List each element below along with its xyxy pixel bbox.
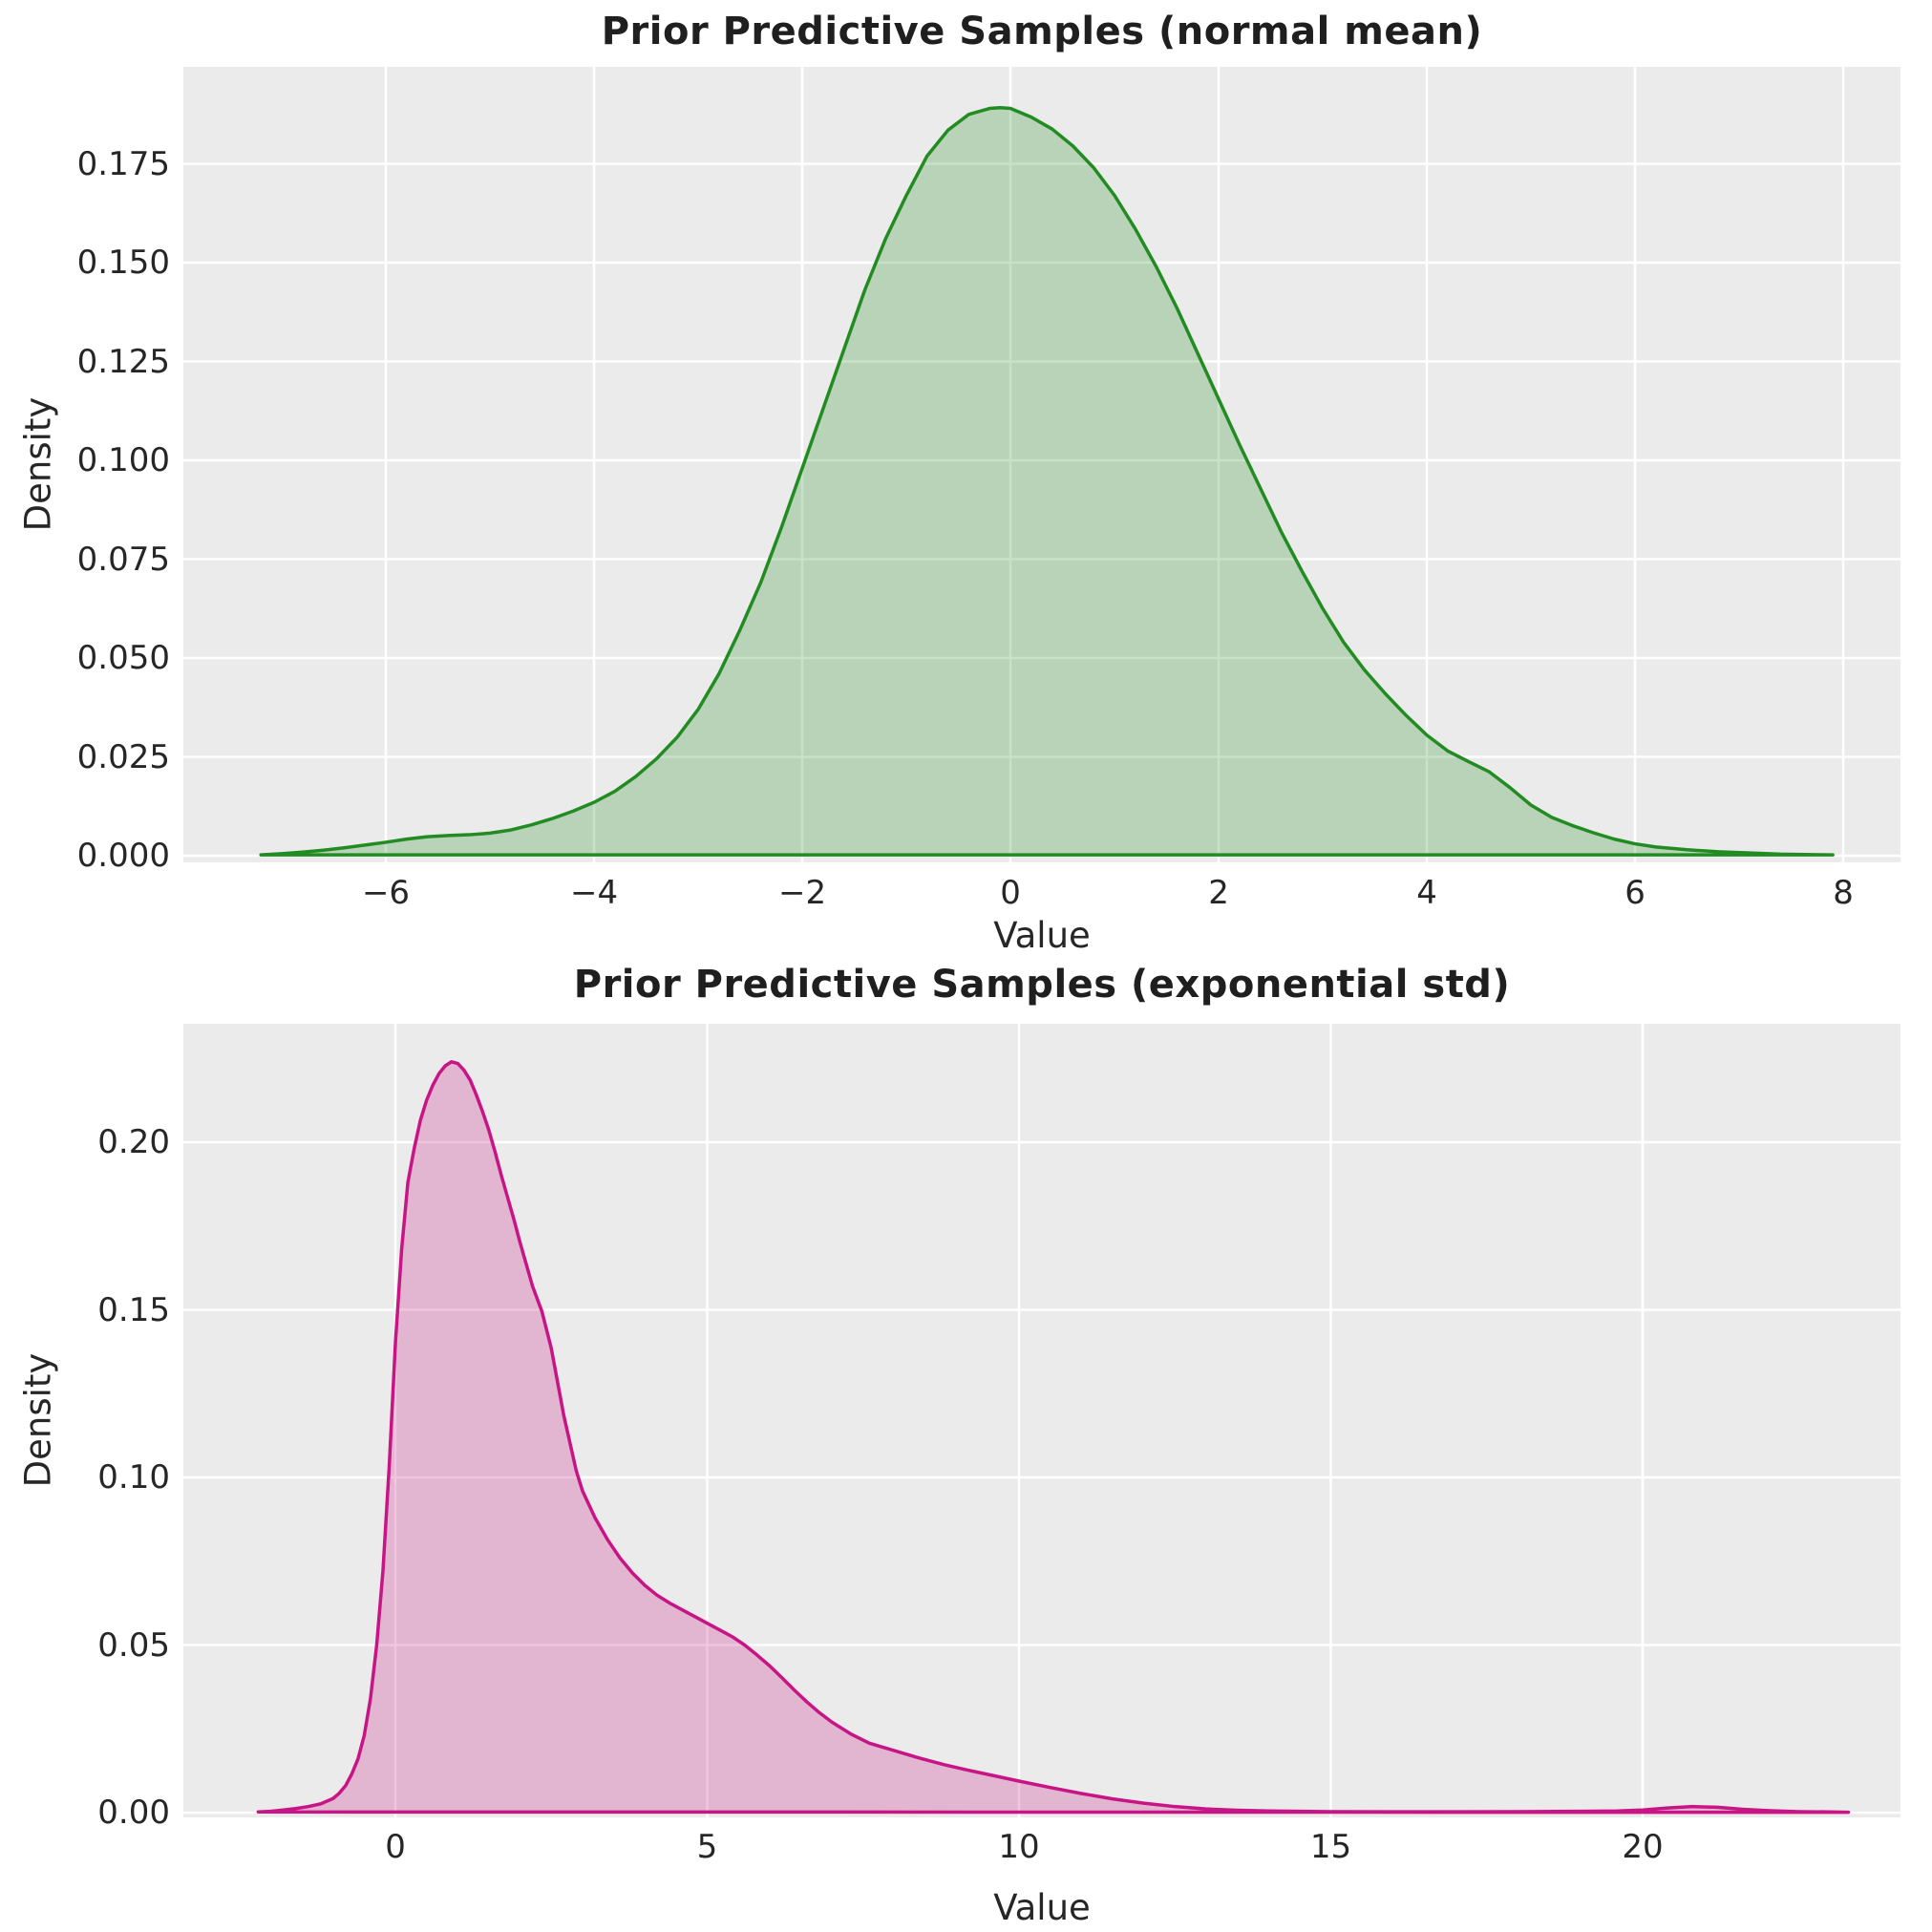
y-tick-label-top: 0.175 (76, 144, 170, 183)
y-tick-label-top: 0.125 (76, 342, 170, 381)
x-tick-label-top: −2 (777, 874, 827, 912)
plot-background (183, 67, 1900, 862)
y-tick-label-bottom: 0.10 (97, 1458, 170, 1497)
x-tick-label-top: −4 (569, 874, 619, 912)
y-tick-label-top: 0.075 (76, 540, 170, 579)
y-tick-label-top: 0.050 (76, 639, 170, 677)
x-tick-label-top: −6 (361, 874, 411, 912)
x-tick-label-bottom: 20 (1622, 1828, 1664, 1866)
x-tick-label-top: 0 (1000, 874, 1021, 912)
x-tick-label-bottom: 0 (385, 1828, 406, 1866)
x-axis-label-bottom: Value (993, 1887, 1091, 1928)
x-tick-label-bottom: 15 (1309, 1828, 1352, 1866)
kde-area-normal-mean (259, 105, 1835, 857)
y-tick-label-bottom: 0.15 (97, 1290, 170, 1329)
density-plot-normal-mean (183, 67, 1900, 862)
y-tick-label-bottom: 0.05 (97, 1625, 170, 1665)
x-tick-label-bottom: 10 (998, 1828, 1040, 1866)
x-tick-label-top: 4 (1416, 874, 1437, 912)
chart-title-exponential-std: Prior Predictive Samples (exponential st… (573, 963, 1511, 1007)
chart-title-normal-mean: Prior Predictive Samples (normal mean) (601, 10, 1483, 53)
kde-area-exponential-std (256, 1060, 1851, 1815)
y-tick-label-bottom: 0.00 (97, 1793, 170, 1832)
y-tick-label-top: 0.000 (76, 837, 170, 875)
y-tick-label-top: 0.150 (76, 244, 170, 282)
y-tick-label-top: 0.100 (76, 441, 170, 479)
x-tick-label-top: 6 (1624, 874, 1645, 912)
x-tick-label-top: 8 (1833, 874, 1854, 912)
density-plot-exponential-std (183, 1024, 1900, 1817)
x-tick-label-top: 2 (1208, 874, 1229, 912)
y-tick-label-bottom: 0.20 (97, 1123, 170, 1161)
x-tick-label-bottom: 5 (696, 1828, 718, 1866)
x-axis-label-top: Value (993, 915, 1091, 956)
y-tick-label-top: 0.025 (76, 737, 170, 776)
plot-background (183, 1024, 1900, 1817)
